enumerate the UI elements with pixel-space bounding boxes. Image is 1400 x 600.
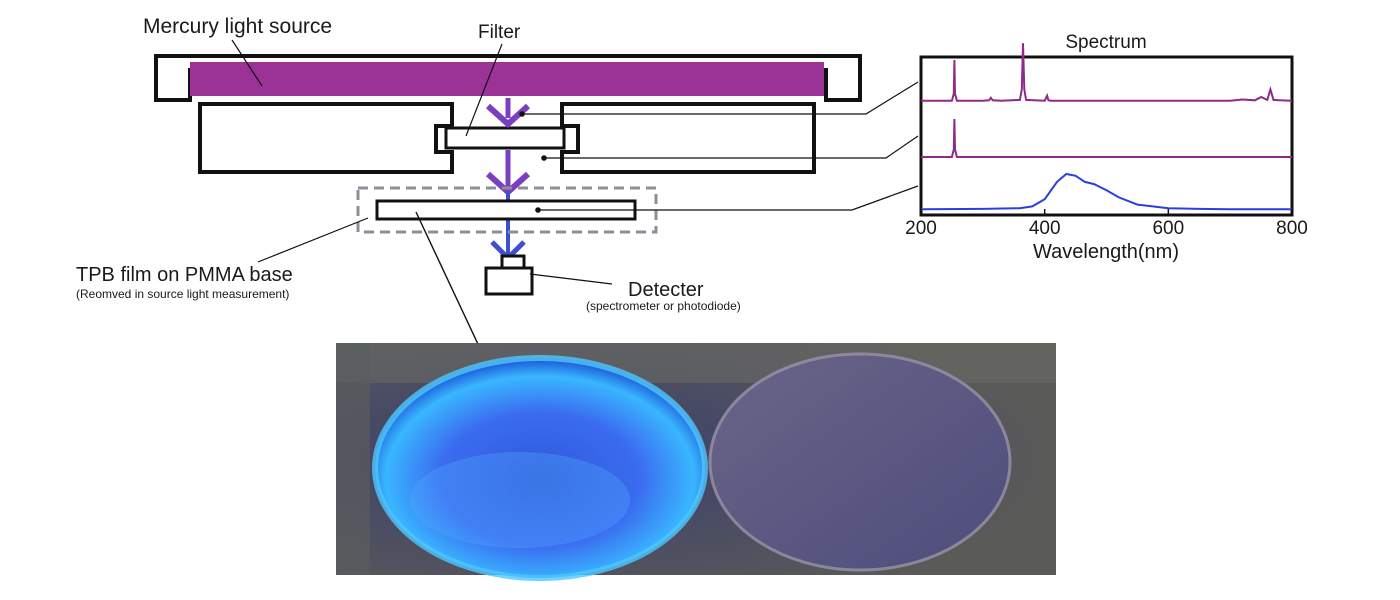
tpb-coated-disc	[375, 358, 705, 578]
filter-label: Filter	[478, 22, 521, 43]
connector-filtered	[544, 135, 919, 159]
x-axis-label: Wavelength(nm)	[1033, 241, 1179, 263]
lamp-tube	[190, 62, 824, 96]
photo-left-strip	[336, 343, 370, 575]
tpb-disc-rim	[372, 355, 708, 581]
detector-body	[484, 266, 534, 296]
filter-holder-right	[560, 102, 816, 174]
filter-holder	[198, 102, 816, 174]
detector-leader	[529, 273, 613, 285]
tpb-disc-haze	[410, 452, 630, 548]
connector-dot-1	[519, 111, 525, 117]
tpb-film-label: TPB film on PMMA base	[76, 264, 293, 286]
beam-path	[485, 98, 531, 262]
spectrum-series-1	[921, 43, 1293, 102]
detector-label: Detecter	[628, 279, 704, 301]
tpb-film-leader	[257, 217, 369, 263]
x-tick-label-200: 200	[905, 218, 937, 239]
filter-leader	[465, 43, 503, 137]
mercury-lamp	[154, 54, 862, 102]
sample-photo	[336, 343, 1056, 581]
filter-element	[444, 126, 566, 150]
tpb-film-note: (Reomved in source light measurement)	[76, 287, 289, 301]
spectrum-connectors	[519, 81, 919, 213]
x-axis-ticks: 200 400 600 800	[905, 209, 1308, 239]
uncoated-disc	[710, 354, 1010, 570]
connector-dot-3	[535, 207, 541, 213]
x-tick-label-400: 400	[1029, 218, 1061, 239]
x-tick-label-800: 800	[1276, 218, 1308, 239]
connector-source	[522, 81, 919, 115]
uncoated-disc-rim	[708, 352, 1012, 572]
spectrum-series-3	[920, 172, 1292, 211]
detector	[484, 254, 534, 296]
connector-dot-2	[541, 155, 547, 161]
light-source-label: Mercury light source	[143, 15, 332, 38]
spectrum-chart: Spectrum 200 400 600 800 Wavelength(nm)	[905, 32, 1308, 263]
x-tick-label-600: 600	[1152, 218, 1184, 239]
light-source-leader	[231, 39, 263, 87]
filter-holder-left	[198, 102, 454, 174]
series-layer	[920, 43, 1293, 211]
connector-tpb	[538, 185, 919, 211]
spectrum-series-2	[921, 118, 1292, 158]
chart-frame	[919, 55, 1294, 217]
chart-title: Spectrum	[1065, 32, 1146, 53]
detector-note: (spectrometer or photodiode)	[586, 299, 741, 313]
